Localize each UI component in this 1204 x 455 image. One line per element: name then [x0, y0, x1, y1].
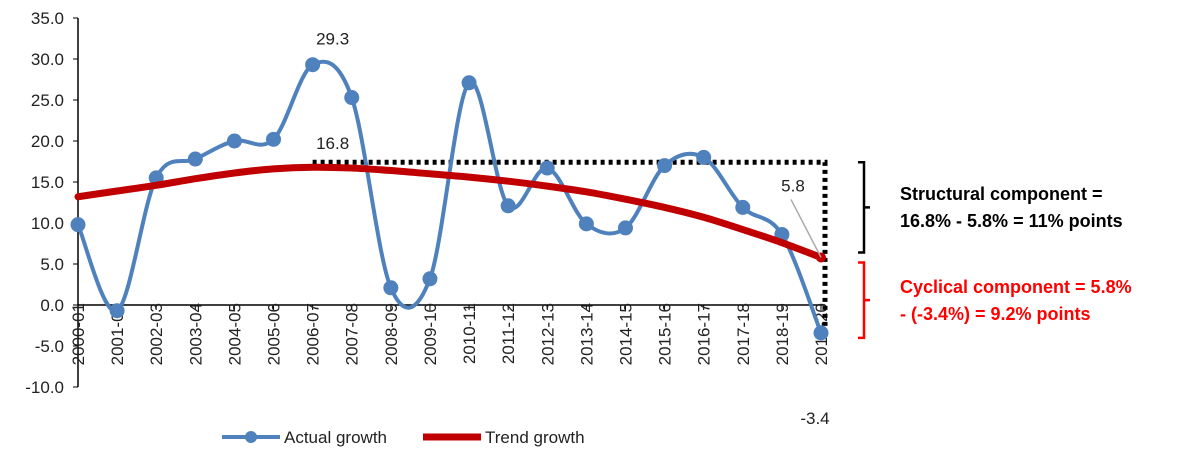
leader-line: [790, 199, 822, 258]
point: [735, 199, 751, 215]
x-tick-label: 2013-14: [577, 303, 596, 365]
y-tick-label: -10.0: [25, 378, 64, 397]
point: [617, 220, 633, 236]
point: [461, 75, 477, 91]
series-line: [76, 59, 823, 335]
series-line: [74, 163, 825, 261]
point: [266, 131, 282, 147]
point: [109, 303, 125, 319]
x-tick-label: 2010-11: [460, 303, 479, 364]
x-tick-label: 2018-19: [773, 303, 792, 365]
data-label: -3.4: [800, 409, 829, 428]
x-tick-label: 2009-10: [421, 303, 440, 365]
x-tick-label: 2006-07: [304, 303, 323, 365]
x-tick-label: 2007-08: [343, 303, 362, 365]
legend-label: Trend growth: [485, 428, 585, 447]
x-tick-label: 2016-17: [695, 303, 714, 365]
point: [657, 158, 673, 174]
bracket: [858, 261, 870, 340]
bracket: [858, 160, 870, 254]
point: [70, 217, 86, 233]
point: [187, 151, 203, 167]
structural-box: [312, 159, 828, 333]
x-tick-label: 2017-18: [734, 303, 753, 365]
y-tick-label: 30.0: [31, 50, 64, 69]
x-tick-label: 2005-06: [265, 303, 284, 365]
x-tick-label: 2001-02: [108, 303, 127, 365]
x-tick-label: 2014-15: [616, 303, 635, 365]
y-tick-label: 25.0: [31, 91, 64, 110]
point: [383, 280, 399, 296]
data-label: 5.8: [781, 176, 805, 195]
data-label: 29.3: [316, 30, 349, 49]
x-tick-label: 2008-09: [382, 303, 401, 365]
x-tick-label: 2011-12: [499, 303, 518, 364]
point: [539, 160, 555, 176]
y-tick-label: 10.0: [31, 214, 64, 233]
y-tick-label: -5.0: [35, 337, 64, 356]
point: [813, 325, 829, 341]
point: [422, 271, 438, 287]
annotation: Structural component =: [900, 184, 1103, 204]
y-tick-label: 20.0: [31, 132, 64, 151]
point: [578, 216, 594, 232]
annotation: Cyclical component = 5.8%: [900, 277, 1132, 297]
annotation: - (-3.4%) = 9.2% points: [900, 304, 1091, 324]
y-tick-label: 35.0: [31, 9, 64, 28]
point: [696, 149, 712, 165]
y-tick-label: 15.0: [31, 173, 64, 192]
y-tick-label: 5.0: [40, 255, 64, 274]
point: [500, 198, 516, 214]
x-tick-label: 2004-05: [225, 303, 244, 365]
x-tick-label: 2015-16: [656, 303, 675, 365]
y-tick-label: 0.0: [40, 296, 64, 315]
x-tick-label: 2003-04: [186, 303, 205, 365]
x-tick-label: 2002-03: [147, 303, 166, 365]
annotation: 16.8% - 5.8% = 11% points: [900, 211, 1123, 231]
x-tick-label: 2012-13: [538, 303, 557, 365]
data-label: 16.8: [316, 134, 349, 153]
legend-marker: [245, 431, 257, 443]
point: [305, 57, 321, 73]
legend-label: Actual growth: [284, 428, 387, 447]
x-tick-label: 2000-01: [69, 303, 88, 365]
point: [226, 133, 242, 149]
point: [344, 90, 360, 106]
